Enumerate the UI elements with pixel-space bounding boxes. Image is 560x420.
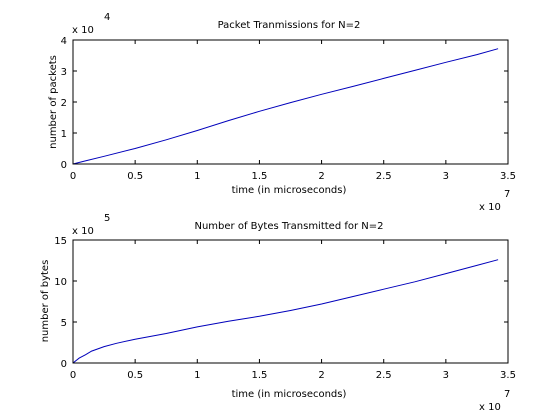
bytes-transmitted-chart: Number of Bytes Transmitted for N=2 numb…: [40, 213, 516, 413]
x-tick-label: 1: [194, 370, 200, 381]
x-axis-multiplier: x 10: [479, 402, 501, 413]
y-tick-label: 3: [61, 67, 67, 78]
x-tick-label: 3.5: [500, 370, 516, 381]
packet-transmissions-chart: Packet Tranmissions for N=2 number of pa…: [48, 12, 516, 213]
x-axis-label: time (in microseconds): [232, 389, 347, 400]
y-tick-label: 0: [61, 160, 67, 171]
y-tick-label: 2: [61, 98, 67, 109]
x-tick-label: 1.5: [251, 171, 267, 182]
y-tick-label: 15: [54, 236, 67, 247]
y-axis-label: number of packets: [48, 55, 59, 149]
y-axis-multiplier: x 10: [72, 25, 94, 36]
x-tick-label: 0.5: [127, 370, 143, 381]
chart-title: Packet Tranmissions for N=2: [218, 20, 361, 31]
y-axis-exponent: 5: [104, 213, 110, 224]
axes-box: [72, 39, 509, 165]
x-tick-label: 0: [70, 370, 76, 381]
y-multiplier-base: x 10: [72, 25, 94, 36]
x-tick-label: 3: [443, 171, 449, 182]
chart-title: Number of Bytes Transmitted for N=2: [194, 221, 383, 232]
x-axis-multiplier: x 10: [479, 202, 501, 213]
y-axis-multiplier: x 10: [72, 226, 94, 237]
y-axis-exponent: 4: [104, 12, 110, 23]
x-axis-exponent: 7: [504, 389, 510, 400]
y-tick-label: 1: [61, 129, 67, 140]
x-tick-label: 0: [70, 171, 76, 182]
y-multiplier-base: x 10: [72, 226, 94, 237]
x-tick-label: 2: [318, 370, 324, 381]
x-tick-label: 1: [194, 171, 200, 182]
x-tick-label: 2: [318, 171, 324, 182]
x-tick-label: 3.5: [500, 171, 516, 182]
x-tick-label: 0.5: [127, 171, 143, 182]
y-tick-label: 0: [61, 359, 67, 370]
x-tick-label: 1.5: [251, 370, 267, 381]
y-axis-label: number of bytes: [40, 260, 51, 343]
x-axis-label: time (in microseconds): [232, 185, 347, 196]
series-line: [72, 48, 499, 165]
x-tick-label: 2.5: [376, 370, 392, 381]
y-tick-label: 5: [61, 318, 67, 329]
series-line: [72, 259, 499, 364]
y-tick-label: 10: [54, 277, 67, 288]
x-axis-exponent: 7: [504, 189, 510, 200]
axes-box: [72, 239, 509, 364]
x-tick-label: 3: [443, 370, 449, 381]
x-tick-label: 2.5: [376, 171, 392, 182]
y-tick-label: 4: [61, 36, 67, 47]
